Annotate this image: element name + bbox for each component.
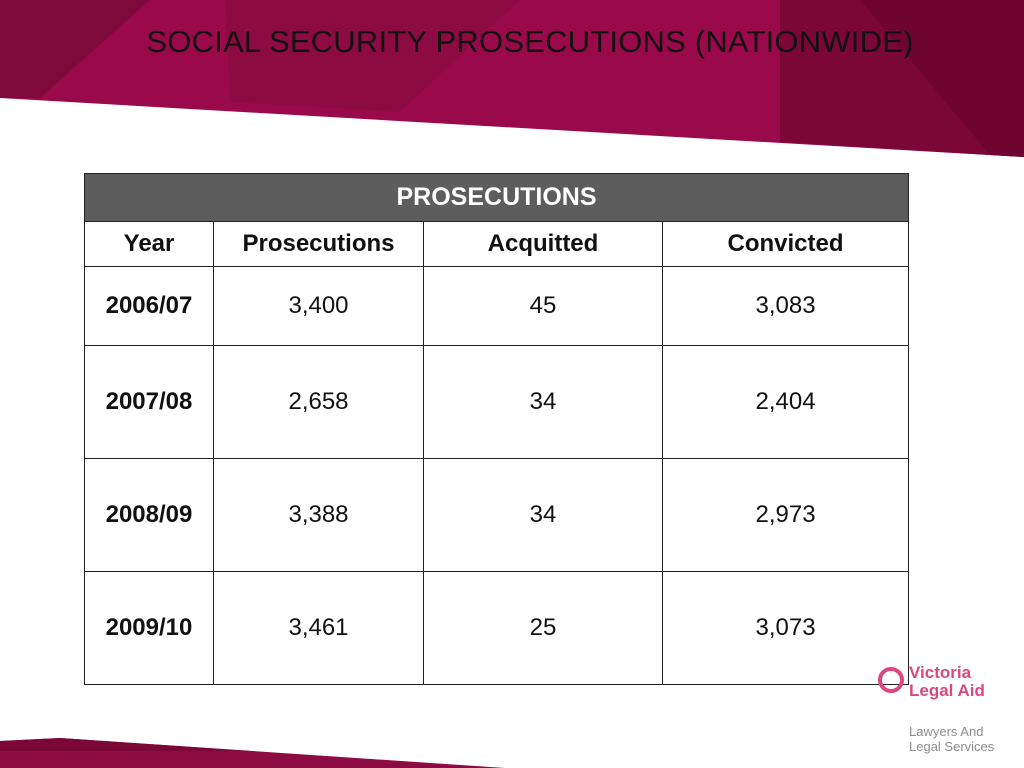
convicted-cell: 3,083 bbox=[661, 266, 910, 346]
year-cell: 2008/09 bbox=[84, 458, 214, 572]
year-cell: 2009/10 bbox=[84, 571, 214, 685]
table-row: 2009/10 3,461 25 3,073 bbox=[84, 571, 910, 685]
acquitted-cell: 34 bbox=[423, 458, 663, 572]
table-row: 2006/07 3,400 45 3,083 bbox=[84, 266, 910, 346]
table-row: 2007/08 2,658 34 2,404 bbox=[84, 345, 910, 459]
victoria-legal-aid-logo: Victoria Legal Aid Lawyers And Legal Ser… bbox=[876, 664, 1006, 756]
table-banner: PROSECUTIONS bbox=[83, 173, 910, 222]
logo-name: Victoria Legal Aid bbox=[909, 663, 985, 700]
prosecutions-cell: 3,388 bbox=[213, 458, 424, 572]
convicted-cell: 2,973 bbox=[661, 458, 910, 572]
page-title: SOCIAL SECURITY PROSECUTIONS (NATIONWIDE… bbox=[146, 24, 914, 59]
year-cell: 2007/08 bbox=[84, 345, 214, 459]
table-banner-row: PROSECUTIONS bbox=[83, 173, 910, 222]
prosecutions-table: PROSECUTIONS Year Prosecutions Acquitted… bbox=[83, 173, 910, 685]
logo-tagline: Lawyers And Legal Services bbox=[909, 724, 995, 754]
column-header-acquitted: Acquitted bbox=[423, 221, 663, 267]
acquitted-cell: 45 bbox=[423, 266, 663, 346]
column-header-prosecutions: Prosecutions bbox=[213, 221, 424, 267]
convicted-cell: 3,073 bbox=[661, 571, 910, 685]
acquitted-cell: 25 bbox=[423, 571, 663, 685]
acquitted-cell: 34 bbox=[423, 345, 663, 459]
prosecutions-cell: 3,400 bbox=[213, 266, 424, 346]
year-cell: 2006/07 bbox=[84, 266, 214, 346]
ring-icon bbox=[878, 667, 904, 693]
convicted-cell: 2,404 bbox=[661, 345, 910, 459]
prosecutions-cell: 3,461 bbox=[213, 571, 424, 685]
column-header-year: Year bbox=[84, 221, 214, 267]
column-header-convicted: Convicted bbox=[661, 221, 910, 267]
table-row: 2008/09 3,388 34 2,973 bbox=[84, 458, 910, 572]
header-band bbox=[0, 0, 1024, 157]
table-header-row: Year Prosecutions Acquitted Convicted bbox=[84, 221, 910, 267]
footer-band bbox=[0, 738, 505, 768]
prosecutions-cell: 2,658 bbox=[213, 345, 424, 459]
